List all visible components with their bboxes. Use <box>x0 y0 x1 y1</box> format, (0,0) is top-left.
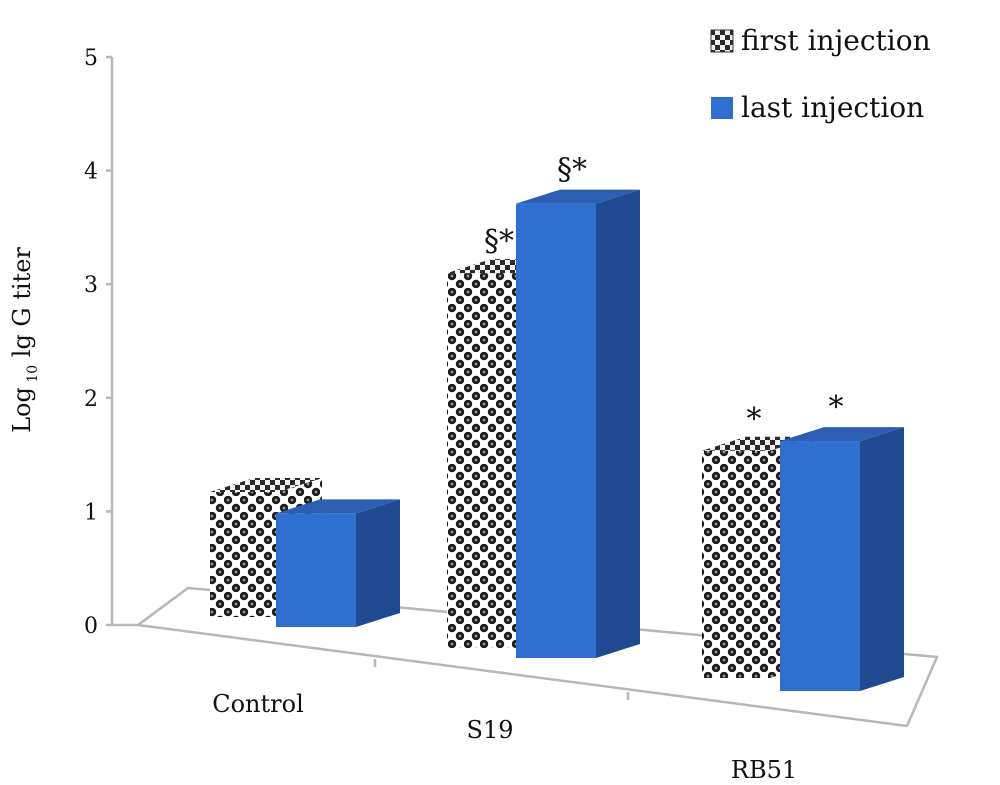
legend-swatch-last <box>711 97 733 119</box>
bar-last-injection-s19-top <box>516 189 640 204</box>
y-axis-label-rest: lg G titer <box>8 247 36 365</box>
y-axis-label: Log 10 lg G titer <box>8 247 41 433</box>
bar-last-injection-s19-side <box>596 189 640 658</box>
y-axis-line <box>110 57 908 728</box>
x-category-label: Control <box>212 690 304 718</box>
legend-label-first: first injection <box>741 24 931 57</box>
annotation-last-rb51: * <box>829 390 844 425</box>
bar-first-injection-s19-front <box>447 273 515 648</box>
bar-last-injection-control <box>276 499 400 627</box>
annotation-first-rb51: * <box>747 402 762 437</box>
legend: first injection last injection <box>710 24 931 124</box>
legend-label-last: last injection <box>741 91 924 124</box>
y-tick-label: 5 <box>84 46 98 71</box>
bar-last-injection-control-top <box>276 499 400 514</box>
bar-first-injection-rb51-front <box>702 450 770 678</box>
y-tick-label: 3 <box>84 273 98 298</box>
legend-swatch-first <box>710 29 734 53</box>
bar-last-injection-s19-front <box>516 203 596 658</box>
labels: 0 1 2 3 4 5 Log 10 lg G titer Control §* §* S19 * * R… <box>8 46 844 784</box>
bar-last-injection-s19 <box>516 189 640 658</box>
bar-first-injection-control-front <box>210 492 278 617</box>
bar-last-injection-control-side <box>356 499 400 627</box>
x-category-label: S19 <box>467 716 514 744</box>
bars <box>210 189 904 691</box>
bar-last-injection-control-front <box>276 513 356 627</box>
y-axis-label-main: Log <box>8 387 36 433</box>
bar-first-injection-control-top <box>210 478 322 493</box>
y-axis-label-subscript: 10 <box>25 365 41 387</box>
y-tick-label: 4 <box>84 160 98 185</box>
annotation-last-s19: §* <box>557 153 587 188</box>
bar-last-injection-rb51-front <box>780 441 860 691</box>
x-category-label: RB51 <box>731 756 797 784</box>
y-tick-label: 2 <box>84 387 98 412</box>
y-tick-label: 0 <box>84 614 98 639</box>
bar-last-injection-rb51-side <box>860 427 904 691</box>
bar-last-injection-rb51 <box>780 427 904 691</box>
annotation-first-s19: §* <box>484 224 514 259</box>
y-tick-label: 1 <box>84 500 98 525</box>
bar-last-injection-rb51-top <box>780 427 904 442</box>
